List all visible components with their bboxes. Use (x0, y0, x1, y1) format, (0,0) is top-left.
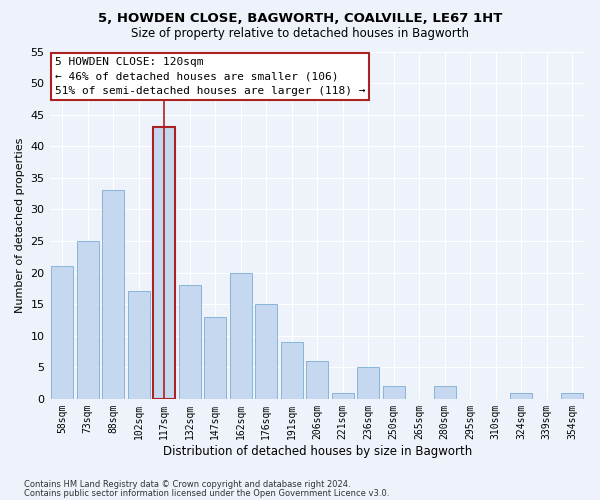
Bar (256, 304, 277, 399)
Text: Size of property relative to detached houses in Bagworth: Size of property relative to detached ho… (131, 28, 469, 40)
Bar (281, 342, 302, 399)
Bar (332, 392, 353, 399)
Text: Contains public sector information licensed under the Open Government Licence v3: Contains public sector information licen… (24, 489, 389, 498)
X-axis label: Distribution of detached houses by size in Bagworth: Distribution of detached houses by size … (163, 444, 472, 458)
Bar (77, 241, 98, 399)
Text: 5, HOWDEN CLOSE, BAGWORTH, COALVILLE, LE67 1HT: 5, HOWDEN CLOSE, BAGWORTH, COALVILLE, LE… (98, 12, 502, 26)
Bar (383, 386, 404, 399)
Bar (358, 368, 379, 399)
Y-axis label: Number of detached properties: Number of detached properties (15, 138, 25, 313)
Bar (154, 128, 175, 399)
Bar (128, 292, 149, 399)
Bar (179, 285, 200, 399)
Text: Contains HM Land Registry data © Crown copyright and database right 2024.: Contains HM Land Registry data © Crown c… (24, 480, 350, 489)
Bar (434, 386, 455, 399)
Bar (230, 272, 251, 399)
Bar (511, 392, 532, 399)
Bar (52, 266, 73, 399)
Bar (307, 361, 328, 399)
Text: 5 HOWDEN CLOSE: 120sqm
← 46% of detached houses are smaller (106)
51% of semi-de: 5 HOWDEN CLOSE: 120sqm ← 46% of detached… (55, 56, 365, 96)
Bar (103, 190, 124, 399)
Bar (562, 392, 583, 399)
Bar (205, 316, 226, 399)
